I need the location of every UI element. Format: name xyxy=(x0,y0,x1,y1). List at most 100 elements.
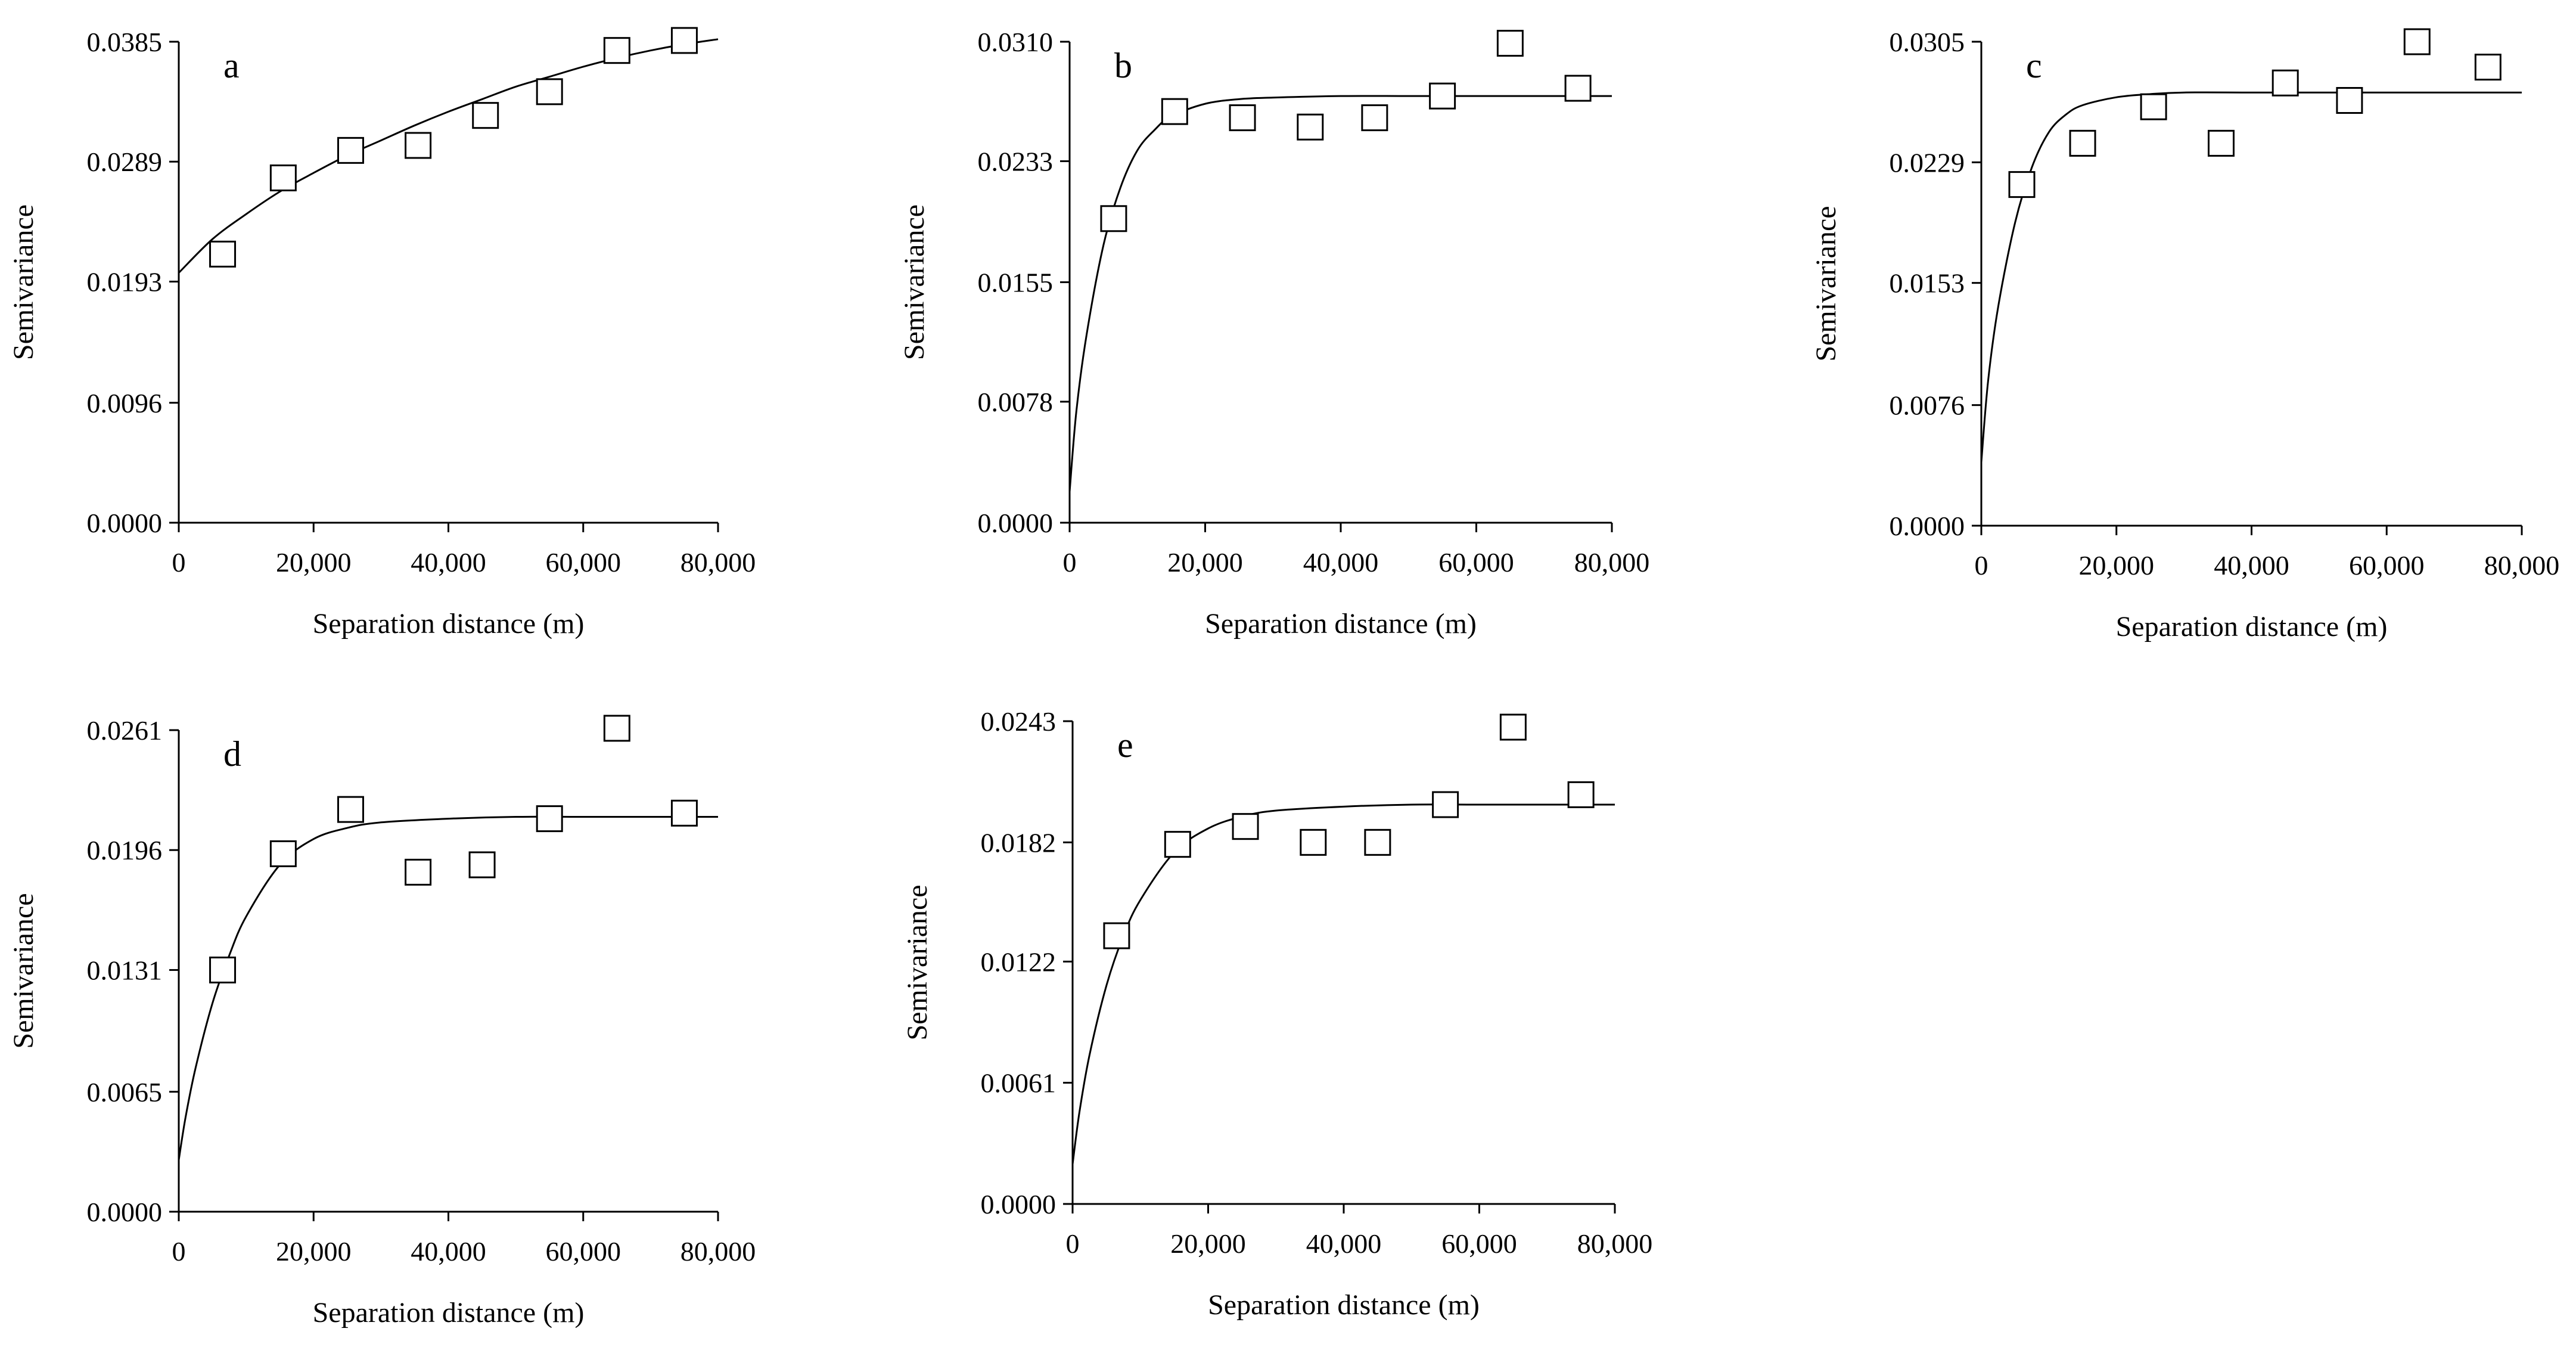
x-tick-label: 0 xyxy=(1975,550,1988,581)
fitted-model-curve xyxy=(1071,803,1615,1165)
x-axis-title: Separation distance (m) xyxy=(313,608,585,640)
data-point xyxy=(2272,69,2299,97)
y-tick-label: 0.0305 xyxy=(1890,27,1965,57)
data-point xyxy=(2008,171,2036,198)
y-tick-label: 0.0096 xyxy=(87,388,163,418)
x-tick-label: 40,000 xyxy=(1306,1228,1382,1259)
x-tick-label: 20,000 xyxy=(1170,1228,1246,1259)
data-point xyxy=(337,796,364,823)
y-tick-label: 0.0243 xyxy=(981,706,1056,737)
data-point xyxy=(1300,828,1327,856)
y-tick-label: 0.0153 xyxy=(1890,268,1965,299)
y-axis-title: Semivariance xyxy=(1810,206,1842,361)
y-tick-label: 0.0078 xyxy=(978,387,1054,417)
fitted-model-curve xyxy=(1980,91,2522,463)
y-tick-label: 0.0229 xyxy=(1890,147,1965,178)
x-tick-label: 20,000 xyxy=(276,1236,352,1267)
data-point xyxy=(1429,82,1456,110)
data-point xyxy=(603,37,630,64)
x-tick-label: 60,000 xyxy=(1438,547,1514,578)
chart-panel-e: 0.0000 0.0061 0.0122 0.0182 0.0243 0 20,000 40,… xyxy=(902,706,1652,1321)
data-point xyxy=(468,851,496,879)
fitted-model-curve xyxy=(178,815,718,1160)
data-point xyxy=(2336,87,2363,114)
data-point xyxy=(209,956,237,983)
x-tick-label: 20,000 xyxy=(1167,547,1243,578)
y-axis-title: Semivariance xyxy=(8,893,39,1048)
data-point xyxy=(1161,98,1188,125)
data-point xyxy=(1103,922,1130,949)
y-tick-label: 0.0289 xyxy=(87,147,163,177)
x-axis-title: Separation distance (m) xyxy=(1208,1289,1480,1321)
data-point xyxy=(1432,791,1459,818)
data-point xyxy=(1499,713,1527,741)
y-tick-label: 0.0182 xyxy=(981,827,1056,858)
y-axis-title: Semivariance xyxy=(902,884,933,1040)
x-tick-label: 0 xyxy=(1063,547,1077,578)
data-point xyxy=(472,102,499,129)
panel-label: c xyxy=(2026,46,2042,85)
y-tick-label: 0.0233 xyxy=(978,146,1054,176)
data-point xyxy=(209,240,237,268)
data-point xyxy=(1100,205,1127,232)
y-axis-title: Semivariance xyxy=(899,204,930,360)
y-tick-label: 0.0385 xyxy=(87,27,163,57)
data-point xyxy=(2069,129,2096,157)
data-point xyxy=(2403,28,2431,55)
data-point xyxy=(1164,831,1191,858)
data-point xyxy=(405,858,432,886)
y-tick-label: 0.0122 xyxy=(981,946,1056,977)
y-axis-title: Semivariance xyxy=(8,204,39,360)
chart-panel-a: 0.0000 0.0096 0.0193 0.0289 0.0385 0 20,000 40,… xyxy=(8,27,756,640)
panel-label: e xyxy=(1117,725,1133,765)
x-tick-label: 80,000 xyxy=(680,547,756,578)
y-tick-label: 0.0193 xyxy=(87,266,163,297)
x-tick-label: 0 xyxy=(172,1236,186,1267)
data-point xyxy=(405,132,432,159)
y-tick-label: 0.0000 xyxy=(87,508,163,538)
data-point xyxy=(2474,54,2502,81)
x-tick-label: 60,000 xyxy=(546,547,622,578)
panel-label: a xyxy=(223,46,240,85)
y-tick-label: 0.0000 xyxy=(87,1197,163,1227)
x-tick-label: 40,000 xyxy=(411,1236,486,1267)
data-point xyxy=(603,715,630,742)
chart-panel-c: 0.0000 0.0076 0.0153 0.0229 0.0305 0 20,000 40,… xyxy=(1810,27,2559,643)
y-tick-label: 0.0196 xyxy=(87,835,163,865)
y-tick-label: 0.0065 xyxy=(87,1077,163,1107)
panel-label: d xyxy=(223,734,241,774)
panel-label: b xyxy=(1114,46,1132,85)
x-tick-label: 80,000 xyxy=(2484,550,2560,581)
x-tick-label: 80,000 xyxy=(680,1236,756,1267)
x-tick-label: 0 xyxy=(172,547,186,578)
y-tick-label: 0.0061 xyxy=(981,1068,1056,1098)
y-tick-label: 0.0000 xyxy=(1890,511,1965,541)
y-tick-label: 0.0261 xyxy=(87,715,163,746)
x-tick-label: 60,000 xyxy=(1441,1228,1517,1259)
data-point xyxy=(1232,813,1259,840)
data-point xyxy=(2140,93,2167,120)
y-tick-label: 0.0131 xyxy=(87,955,163,985)
chart-panel-d: 0.0000 0.0065 0.0131 0.0196 0.0261 0 20,000 40,… xyxy=(8,715,756,1329)
x-tick-label: 40,000 xyxy=(1303,547,1379,578)
x-tick-label: 40,000 xyxy=(411,547,486,578)
fitted-model-curve xyxy=(178,38,719,274)
chart-panel-b: 0.0000 0.0078 0.0155 0.0233 0.0310 0 20,000 40,… xyxy=(899,27,1649,640)
fitted-model-curve xyxy=(1068,95,1612,492)
x-tick-label: 0 xyxy=(1066,1228,1080,1259)
y-tick-label: 0.0310 xyxy=(978,27,1054,57)
x-tick-label: 60,000 xyxy=(2349,550,2425,581)
data-point xyxy=(670,799,698,827)
data-point xyxy=(1564,75,1592,102)
x-tick-label: 40,000 xyxy=(2214,550,2289,581)
data-point xyxy=(1297,113,1324,141)
data-point xyxy=(1229,104,1256,132)
data-point xyxy=(337,136,364,164)
data-point xyxy=(536,78,563,105)
y-tick-label: 0.0000 xyxy=(978,508,1054,538)
data-point xyxy=(1364,828,1391,856)
data-point xyxy=(670,27,698,54)
x-axis-title: Separation distance (m) xyxy=(2116,611,2388,643)
data-point xyxy=(536,805,563,833)
